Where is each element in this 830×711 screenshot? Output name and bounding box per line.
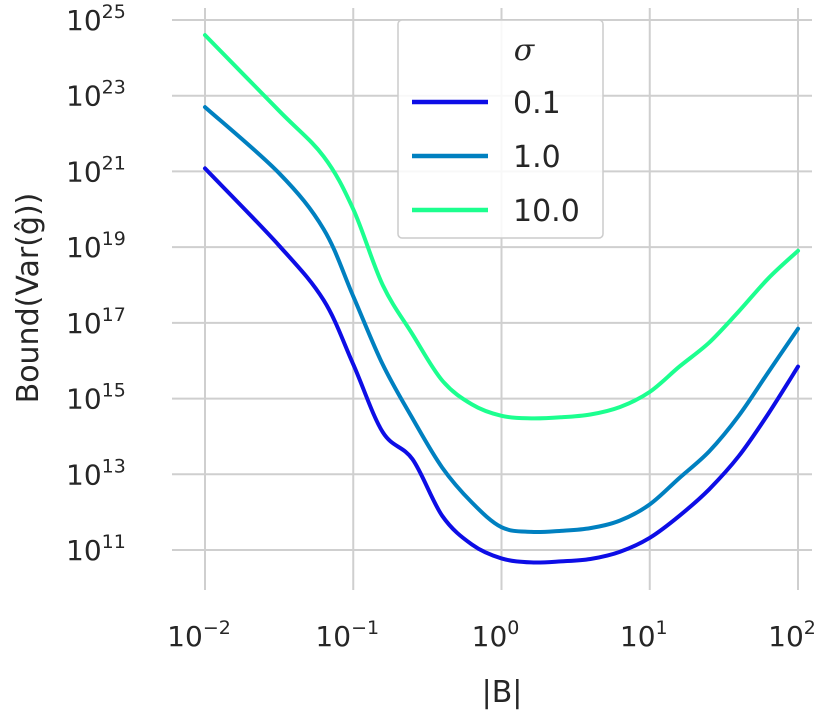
x-tick-exp-2: 0	[507, 617, 519, 639]
y-tick-label-4: 1017	[66, 304, 126, 340]
legend-label-0: 0.1	[513, 86, 561, 121]
y-tick-exp-6: 13	[102, 455, 126, 477]
x-tick-base-0: 10	[167, 620, 203, 653]
legend: σ 0.1 1.0 10.0	[397, 19, 604, 239]
y-tick-base-1: 10	[66, 80, 102, 113]
series-lines	[203, 33, 800, 565]
x-tick-exp-3: 1	[656, 617, 668, 639]
x-tick-exp-1: −1	[351, 617, 379, 639]
legend-box	[397, 19, 604, 239]
x-tick-label-2: 100	[472, 617, 520, 653]
y-tick-exp-3: 19	[102, 228, 126, 250]
y-tick-label-1: 1023	[66, 77, 126, 113]
legend-label-1: 1.0	[513, 140, 561, 175]
y-tick-base-2: 10	[66, 155, 102, 188]
x-tick-label-0: 10−2	[167, 617, 231, 653]
y-tick-label-6: 1013	[66, 455, 126, 491]
x-tick-base-4: 10	[768, 620, 804, 653]
series-line-10-0	[203, 33, 800, 421]
legend-title: σ	[514, 33, 536, 68]
y-tick-label-2: 1021	[66, 152, 126, 188]
y-tick-base-5: 10	[66, 383, 102, 416]
series-line-1-0	[203, 105, 800, 535]
y-tick-label-0: 1025	[66, 1, 126, 37]
y-tick-exp-5: 15	[102, 380, 126, 402]
y-axis-label: Bound(Var(ĝ))	[11, 193, 46, 404]
x-tick-exp-4: 2	[804, 617, 816, 639]
y-tick-base-7: 10	[66, 534, 102, 567]
y-tick-base-4: 10	[66, 307, 102, 340]
y-tick-exp-4: 17	[102, 304, 126, 326]
x-tick-label-1: 10−1	[315, 617, 379, 653]
y-tick-exp-2: 21	[102, 152, 126, 174]
y-tick-exp-0: 25	[102, 1, 126, 23]
x-tick-base-2: 10	[472, 620, 508, 653]
x-tick-base-3: 10	[620, 620, 656, 653]
y-tick-label-3: 1019	[66, 228, 126, 264]
x-tick-base-1: 10	[315, 620, 351, 653]
x-tick-label-4: 102	[768, 617, 816, 653]
x-tick-labels: 10−2 10−1 100 101 102	[167, 617, 816, 653]
y-tick-label-5: 1015	[66, 380, 126, 416]
y-tick-exp-1: 23	[102, 77, 126, 99]
y-tick-base-3: 10	[66, 231, 102, 264]
y-tick-base-6: 10	[66, 458, 102, 491]
series-line-0-1	[203, 166, 800, 565]
y-tick-exp-7: 11	[102, 531, 126, 553]
y-tick-label-7: 1011	[66, 531, 126, 567]
legend-items: 0.1 1.0 10.0	[412, 86, 580, 229]
y-tick-base-0: 10	[66, 4, 102, 37]
x-tick-exp-0: −2	[203, 617, 231, 639]
legend-label-2: 10.0	[513, 194, 580, 229]
x-axis-label: |B|	[482, 675, 523, 710]
x-tick-label-3: 101	[620, 617, 668, 653]
